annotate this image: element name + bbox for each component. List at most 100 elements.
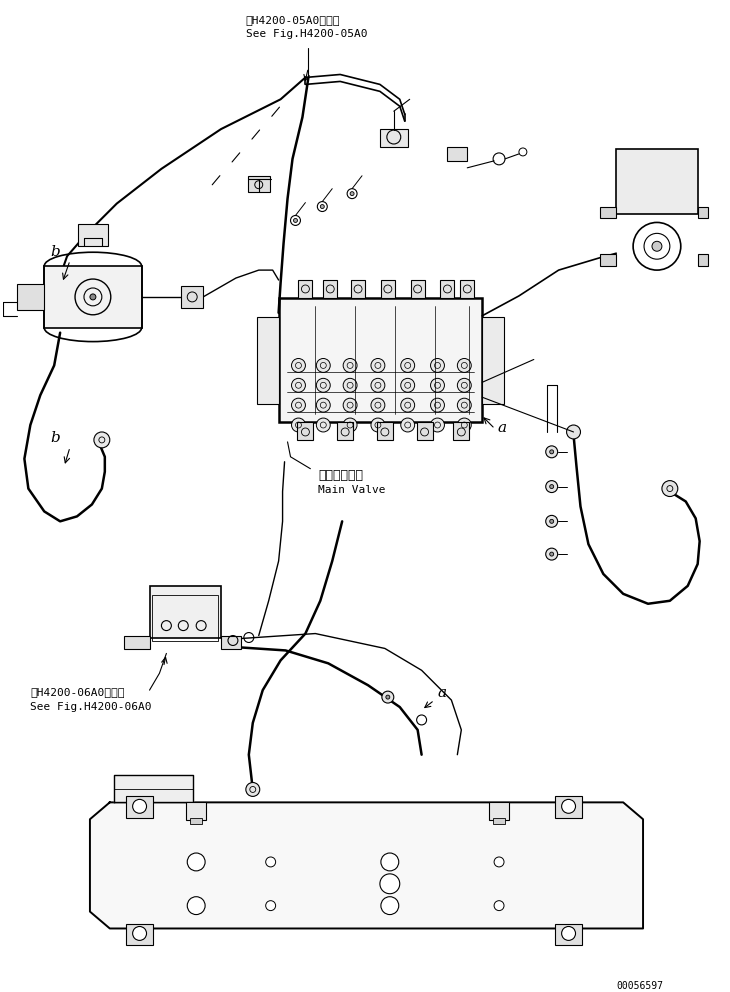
Circle shape: [371, 418, 385, 432]
Circle shape: [316, 398, 330, 412]
Circle shape: [343, 398, 357, 412]
Circle shape: [458, 358, 472, 372]
Circle shape: [401, 418, 415, 432]
Circle shape: [266, 901, 276, 911]
Circle shape: [266, 857, 276, 867]
Circle shape: [316, 418, 330, 432]
Circle shape: [371, 358, 385, 372]
Bar: [417, 422, 433, 439]
Circle shape: [431, 398, 445, 412]
Circle shape: [401, 358, 415, 372]
Bar: [600, 206, 616, 218]
Text: b: b: [50, 431, 60, 444]
Bar: [351, 280, 365, 298]
Bar: [257, 316, 279, 404]
Circle shape: [293, 218, 297, 222]
Circle shape: [561, 800, 575, 813]
Bar: [489, 803, 509, 820]
Bar: [698, 254, 707, 266]
Circle shape: [343, 418, 357, 432]
Text: 00056597: 00056597: [616, 981, 664, 991]
Circle shape: [458, 418, 472, 432]
Circle shape: [90, 294, 96, 300]
Circle shape: [431, 418, 445, 432]
Text: a: a: [437, 686, 447, 700]
Bar: [380, 129, 407, 147]
Circle shape: [291, 398, 305, 412]
Circle shape: [133, 800, 147, 813]
Bar: [297, 422, 313, 439]
Circle shape: [561, 927, 575, 940]
Bar: [493, 818, 505, 824]
Bar: [555, 924, 583, 945]
Bar: [221, 636, 241, 650]
Bar: [123, 636, 150, 650]
Bar: [337, 422, 353, 439]
Bar: [191, 818, 202, 824]
Circle shape: [386, 695, 390, 699]
Bar: [153, 595, 218, 641]
Circle shape: [343, 358, 357, 372]
Circle shape: [316, 378, 330, 392]
Circle shape: [382, 691, 393, 703]
Circle shape: [343, 378, 357, 392]
Circle shape: [350, 191, 354, 195]
Bar: [299, 280, 312, 298]
Circle shape: [662, 480, 677, 497]
Bar: [186, 803, 206, 820]
Circle shape: [246, 783, 260, 797]
Bar: [698, 206, 707, 218]
Bar: [453, 422, 469, 439]
Circle shape: [133, 927, 147, 940]
Bar: [323, 280, 337, 298]
Circle shape: [550, 520, 553, 524]
Polygon shape: [114, 775, 193, 803]
Circle shape: [546, 549, 558, 560]
Bar: [616, 149, 698, 213]
Circle shape: [431, 358, 445, 372]
Circle shape: [316, 358, 330, 372]
Bar: [18, 284, 45, 310]
Circle shape: [494, 901, 504, 911]
Text: メインバルブ: メインバルブ: [318, 468, 364, 482]
Circle shape: [94, 432, 110, 447]
Bar: [381, 280, 395, 298]
Circle shape: [550, 449, 553, 453]
Circle shape: [458, 378, 472, 392]
Circle shape: [188, 897, 205, 915]
Bar: [279, 298, 483, 422]
Polygon shape: [90, 803, 643, 929]
Bar: [181, 286, 203, 308]
Circle shape: [291, 378, 305, 392]
Text: 第H4200-05A0図参照: 第H4200-05A0図参照: [246, 15, 340, 25]
Bar: [150, 586, 221, 638]
Circle shape: [546, 480, 558, 493]
Bar: [440, 280, 454, 298]
Circle shape: [550, 485, 553, 489]
Circle shape: [401, 398, 415, 412]
Circle shape: [458, 398, 472, 412]
Bar: [78, 224, 108, 246]
Circle shape: [381, 853, 399, 871]
Text: 第H4200-06A0図参照: 第H4200-06A0図参照: [31, 687, 125, 697]
Bar: [377, 422, 393, 439]
Text: a: a: [497, 421, 506, 434]
Bar: [483, 316, 504, 404]
Circle shape: [431, 378, 445, 392]
Circle shape: [380, 874, 400, 894]
Bar: [461, 280, 474, 298]
Circle shape: [566, 425, 580, 438]
Bar: [126, 924, 153, 945]
Circle shape: [291, 358, 305, 372]
Circle shape: [371, 398, 385, 412]
Circle shape: [546, 516, 558, 528]
Circle shape: [401, 378, 415, 392]
Bar: [247, 176, 269, 191]
Circle shape: [320, 204, 324, 208]
Bar: [411, 280, 425, 298]
Bar: [45, 266, 142, 327]
Text: See Fig.H4200-06A0: See Fig.H4200-06A0: [31, 702, 152, 712]
Circle shape: [188, 853, 205, 871]
Bar: [555, 797, 583, 818]
Bar: [447, 147, 467, 161]
